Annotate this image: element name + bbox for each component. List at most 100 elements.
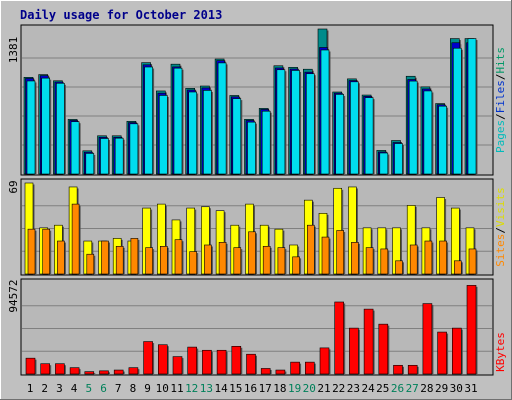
hits-legend: Pages/Files/Hits: [494, 47, 507, 153]
kbytes-bar: [363, 308, 374, 375]
visits-ymax-label: 69: [7, 180, 20, 193]
kbytes-bar: [40, 363, 51, 375]
kbytes-bar: [378, 323, 389, 375]
sites-bar: [115, 246, 124, 275]
pages-bar: [232, 98, 242, 175]
sites-bar: [395, 260, 403, 275]
pages-bar: [408, 80, 418, 175]
sites-bar: [439, 240, 447, 275]
kbytes-bar: [422, 303, 433, 375]
x-tick-label: 10: [156, 382, 169, 395]
pages-bar: [438, 105, 447, 175]
x-tick-label: 13: [200, 382, 213, 395]
kbytes-bar: [334, 301, 345, 375]
sites-bar: [336, 230, 345, 275]
pages-bar: [159, 95, 168, 175]
x-tick-label: 2: [41, 382, 48, 395]
sites-bar: [233, 247, 242, 275]
sites-bar: [277, 247, 286, 275]
legend-pages: Pages: [494, 120, 507, 153]
x-tick-label: 5: [85, 382, 92, 395]
kbytes-bar: [393, 364, 403, 375]
kbytes-bar: [231, 346, 242, 375]
sites-bar: [218, 242, 227, 275]
kbytes-bar: [260, 368, 271, 375]
x-tick-label: 15: [229, 382, 242, 395]
sites-bar: [262, 246, 271, 275]
pages-bar: [452, 47, 462, 175]
pages-bar: [276, 69, 286, 175]
kbytes-bar: [319, 347, 330, 375]
kbytes-bar: [187, 346, 197, 375]
chart-title: Daily usage for October 2013: [20, 8, 222, 22]
sites-bar: [130, 238, 139, 275]
sites-bar: [248, 231, 256, 275]
sites-bar: [27, 228, 36, 275]
sites-bar: [174, 239, 183, 275]
bars: [23, 28, 478, 375]
sites-bar: [365, 247, 374, 275]
pages-bar: [261, 110, 271, 175]
kbytes-bar: [55, 363, 65, 375]
pages-bar: [350, 81, 359, 175]
pages-bar: [364, 97, 374, 175]
pages-bar: [379, 152, 389, 175]
sites-bar: [42, 228, 51, 275]
pages-bar: [320, 49, 330, 175]
pages-bar: [144, 66, 153, 175]
pages-bar: [217, 62, 227, 175]
x-tick-label: 31: [464, 382, 477, 395]
sites-bar: [453, 260, 462, 275]
pages-bar: [70, 121, 80, 175]
x-tick-label: 16: [244, 382, 257, 395]
x-tick-label: 6: [100, 382, 107, 395]
legend-kbytes: KBytes: [494, 332, 507, 372]
legend-sites: Sites: [494, 234, 507, 267]
sites-bar: [101, 240, 109, 275]
x-tick-label: 22: [332, 382, 345, 395]
sites-bar: [468, 248, 477, 275]
pages-bar: [114, 137, 124, 175]
sites-bar: [351, 242, 359, 275]
sites-bar: [306, 224, 315, 275]
kbytes-bar: [202, 349, 212, 375]
kbytes-bar: [84, 371, 95, 375]
kbytes-bar: [158, 344, 168, 375]
x-tick-label: 21: [317, 382, 330, 395]
sites-bar: [145, 247, 153, 275]
pages-bar: [335, 94, 345, 175]
kbytes-bar: [437, 331, 447, 375]
x-tick-label: 8: [130, 382, 137, 395]
x-tick-label: 1: [27, 382, 34, 395]
x-tick-label: 25: [376, 382, 389, 395]
pages-bar: [305, 73, 315, 175]
x-tick-label: 20: [303, 382, 316, 395]
sites-bar: [160, 246, 168, 275]
x-tick-label: 7: [115, 382, 122, 395]
x-tick-label: 23: [347, 382, 360, 395]
kbytes-bar: [69, 367, 80, 375]
pages-bar: [291, 70, 300, 175]
legend-hits: Hits: [494, 47, 507, 74]
sites-bar: [409, 244, 418, 275]
kbytes-bar: [113, 369, 124, 375]
x-tick-label: 24: [361, 382, 375, 395]
x-tick-label: 19: [288, 382, 301, 395]
kbytes-bar: [290, 361, 300, 375]
pages-bar: [423, 90, 433, 175]
kbytes-bar: [25, 357, 36, 375]
x-tick-label: 11: [170, 382, 183, 395]
kbytes-legend: KBytes: [494, 332, 507, 372]
pages-bar: [203, 90, 212, 175]
kbytes-ymax-label: 94572: [7, 279, 20, 312]
sites-bar: [292, 256, 300, 275]
x-tick-label: 4: [71, 382, 78, 395]
pages-bar: [394, 143, 403, 175]
x-axis-labels: 1 2 3 4 5 6 7 8 9 10 11 12 13 14 15 16 17 18 19 20 21 22 23 24 2…: [27, 382, 478, 395]
x-tick-label: 29: [435, 382, 448, 395]
x-tick-label: 30: [450, 382, 463, 395]
kbytes-bar: [143, 341, 153, 375]
kbytes-bar: [99, 370, 109, 375]
x-tick-label: 17: [259, 382, 272, 395]
